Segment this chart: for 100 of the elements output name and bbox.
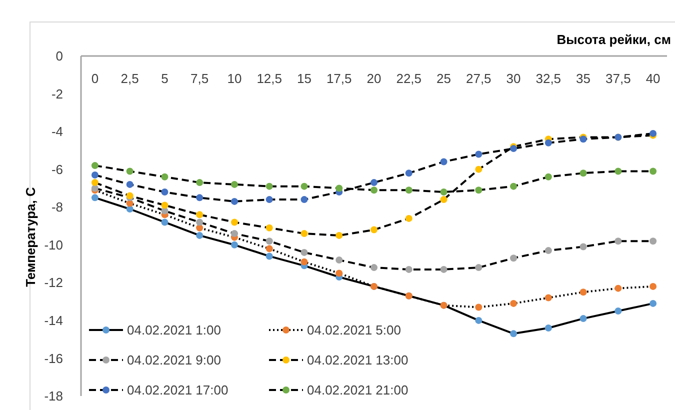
point <box>196 224 204 232</box>
point <box>650 282 657 290</box>
point <box>91 162 98 170</box>
point <box>266 182 273 190</box>
x-tick-label: 20 <box>366 71 382 86</box>
point <box>440 266 448 273</box>
point <box>614 308 622 314</box>
point <box>161 188 168 196</box>
point <box>300 258 308 266</box>
point <box>650 238 657 245</box>
point <box>126 206 134 212</box>
point <box>91 179 98 186</box>
point <box>475 316 482 324</box>
point <box>126 180 134 188</box>
x-tick-label: 35 <box>576 71 591 86</box>
point <box>230 198 238 205</box>
point <box>300 182 308 190</box>
point <box>580 170 587 177</box>
legend-label: 04.02.2021 5:00 <box>307 322 401 338</box>
legend-label: 04.02.2021 13:00 <box>307 352 408 368</box>
y-tick-label: -18 <box>44 388 63 404</box>
point <box>161 202 168 209</box>
point <box>300 196 308 204</box>
point <box>336 270 343 277</box>
point <box>405 186 412 194</box>
point <box>580 315 587 322</box>
point <box>370 226 378 234</box>
point <box>614 284 622 292</box>
legend-label: 04.02.2021 9:00 <box>127 352 221 368</box>
x-tick-label: 32,5 <box>536 71 562 86</box>
point <box>300 230 308 238</box>
point <box>196 194 204 202</box>
point <box>370 179 378 186</box>
x-tick-label: 37,5 <box>606 71 631 86</box>
point <box>370 264 378 272</box>
point <box>475 150 482 158</box>
point <box>336 256 343 264</box>
point <box>475 166 482 173</box>
point <box>614 168 622 175</box>
point <box>544 247 552 254</box>
y-tick-label: -10 <box>44 237 63 252</box>
y-tick-label: -14 <box>44 312 63 328</box>
point <box>650 168 657 175</box>
x-tick-label: 12,5 <box>256 71 282 86</box>
point <box>196 218 204 226</box>
x-tick-label: 25 <box>436 71 451 86</box>
x-tick-label: 15 <box>297 71 312 86</box>
y-tick-label: -12 <box>44 275 63 290</box>
point <box>196 211 204 218</box>
x-tick-label: 0 <box>91 71 99 86</box>
point <box>230 180 238 188</box>
x-tick-label: 5 <box>161 71 168 86</box>
point <box>405 266 412 273</box>
point <box>161 173 168 180</box>
point <box>91 172 98 178</box>
point <box>266 238 273 245</box>
point <box>405 214 412 222</box>
point <box>196 179 204 186</box>
y-tick-label: -8 <box>51 200 63 215</box>
x-axis-title: Высота рейки, см <box>556 32 671 47</box>
point <box>405 170 412 177</box>
legend-label: 04.02.2021 21:00 <box>307 382 408 398</box>
point <box>336 232 343 239</box>
point <box>196 232 204 239</box>
point <box>370 186 378 194</box>
point <box>510 300 518 307</box>
x-tick-label: 22,5 <box>396 71 422 86</box>
x-tick-label: 7,5 <box>190 71 209 86</box>
point <box>544 324 552 332</box>
x-tick-label: 27,5 <box>466 71 492 86</box>
y-axis-title: Температура, С <box>23 186 38 287</box>
x-tick-label: 2,5 <box>120 71 139 86</box>
y-tick-label: 0 <box>56 48 63 64</box>
point <box>300 248 308 256</box>
legend-label: 04.02.2021 1:00 <box>127 322 221 338</box>
point <box>336 184 343 192</box>
point <box>614 238 622 245</box>
point <box>440 158 448 166</box>
y-tick-label: -16 <box>44 350 63 366</box>
point <box>475 186 482 194</box>
x-tick-label: 30 <box>506 71 521 86</box>
x-tick-label: 17,5 <box>326 71 352 86</box>
point <box>475 304 482 311</box>
point <box>440 188 448 196</box>
point <box>91 194 98 202</box>
point <box>266 252 273 260</box>
point <box>544 173 552 180</box>
point <box>161 207 168 214</box>
point <box>266 196 273 204</box>
x-tick-label: 40 <box>646 71 660 86</box>
point <box>580 243 587 250</box>
point <box>510 254 518 262</box>
point <box>510 330 518 338</box>
legend-label: 04.02.2021 17:00 <box>127 382 228 398</box>
y-tick-label: -2 <box>51 86 63 102</box>
point <box>266 224 273 232</box>
point <box>650 300 657 307</box>
point <box>510 182 518 190</box>
point <box>440 196 448 204</box>
point <box>161 218 168 226</box>
